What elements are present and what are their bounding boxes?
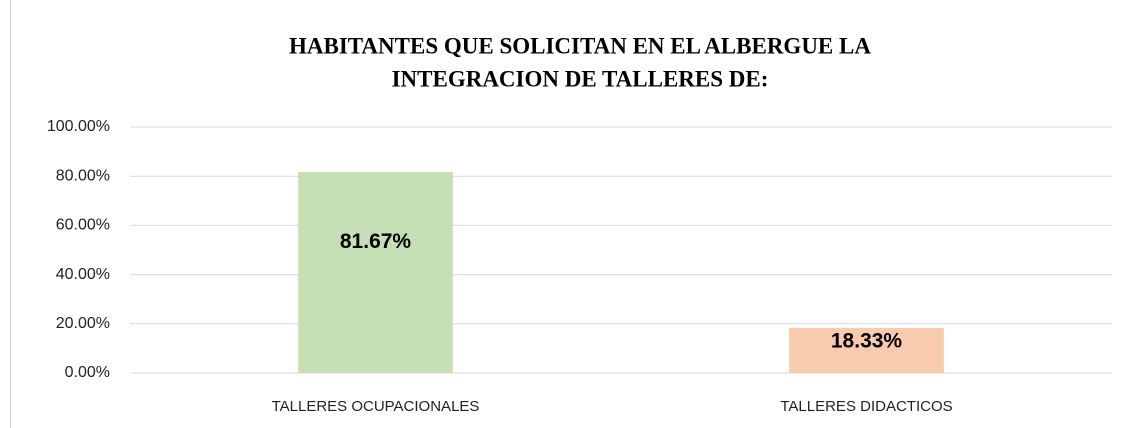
- y-tick-label: 20.00%: [56, 315, 110, 332]
- chart-title: INTEGRACION DE TALLERES DE:: [392, 66, 769, 91]
- y-tick-label: 80.00%: [56, 167, 110, 184]
- data-label: 81.67%: [340, 230, 412, 253]
- x-tick-label: TALLERES DIDACTICOS: [780, 398, 952, 415]
- y-tick-label: 0.00%: [65, 364, 110, 381]
- chart-title: HABITANTES QUE SOLICITAN EN EL ALBERGUE …: [289, 33, 871, 58]
- x-tick-label: TALLERES OCUPACIONALES: [272, 398, 480, 415]
- y-tick-label: 40.00%: [56, 266, 110, 283]
- bar: [298, 172, 453, 373]
- y-tick-label: 60.00%: [56, 217, 110, 234]
- bar: [789, 327, 944, 373]
- data-label: 18.33%: [831, 329, 903, 352]
- y-tick-label: 100.00%: [47, 118, 110, 135]
